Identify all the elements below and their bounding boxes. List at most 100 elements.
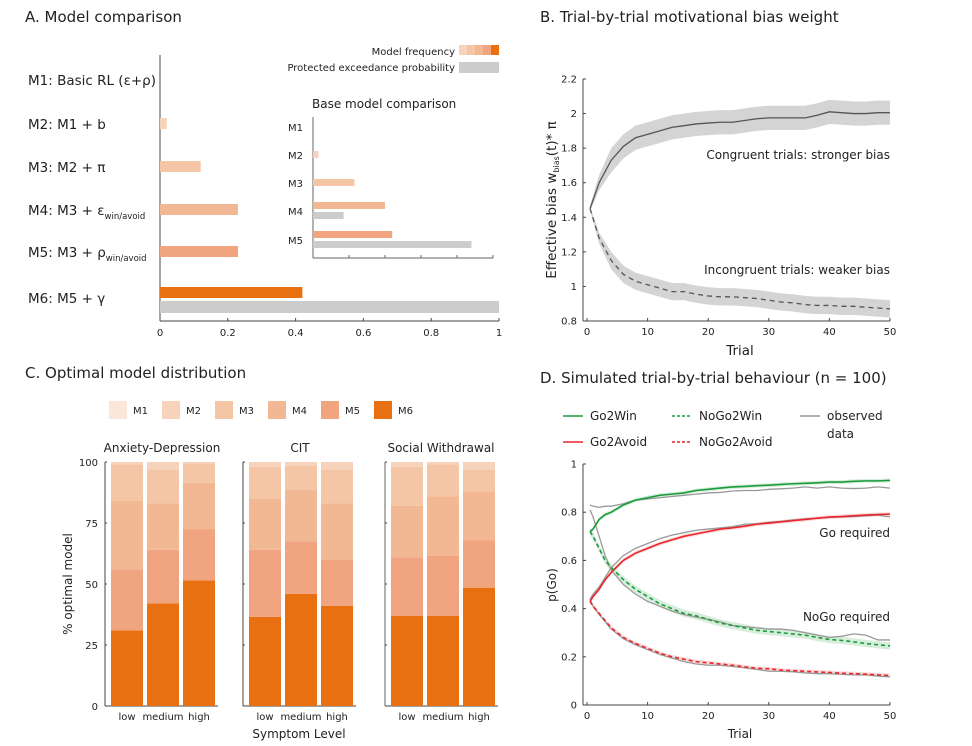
stack-segment-m4 bbox=[427, 496, 459, 556]
stack-segment-m2 bbox=[427, 462, 459, 465]
inset-bar-pxp bbox=[313, 212, 344, 219]
x-tick-label: 1 bbox=[496, 328, 502, 339]
category-label-subscript: win/avoid bbox=[105, 212, 146, 222]
series-line-go2win bbox=[589, 479, 891, 533]
x-tick-label: 0 bbox=[584, 711, 590, 722]
x-tick-label: high bbox=[188, 712, 210, 723]
stack-segment-m5 bbox=[321, 559, 353, 606]
x-tick-label: high bbox=[326, 712, 348, 723]
x-axis-label: Trial bbox=[725, 343, 754, 359]
legend-label: M6 bbox=[398, 406, 413, 417]
stack-segment-m2 bbox=[111, 462, 143, 465]
series-line-nogo2avoid bbox=[589, 600, 891, 677]
y-tick-label: 50 bbox=[85, 580, 98, 591]
bar-model-frequency bbox=[160, 161, 201, 172]
stack-segment-m4 bbox=[147, 503, 179, 550]
y-tick-label: 2.2 bbox=[561, 75, 577, 86]
y-tick-label: 1.2 bbox=[561, 247, 577, 258]
inset-category-label: M3 bbox=[288, 179, 303, 190]
stack-segment-m6 bbox=[249, 616, 281, 706]
stack-segment-m6 bbox=[321, 605, 353, 706]
series-line-go2avoid bbox=[589, 513, 891, 602]
stack-segment-m5 bbox=[285, 541, 317, 594]
inset-category-label: M4 bbox=[288, 207, 303, 218]
stack-segment-m3 bbox=[147, 469, 179, 504]
series-line-incongruent bbox=[589, 208, 891, 310]
x-tick-label: 10 bbox=[641, 327, 654, 338]
stack-segment-m2 bbox=[183, 462, 215, 464]
x-tick-label: 0.8 bbox=[423, 328, 439, 339]
legend-label: Go2Avoid bbox=[590, 435, 647, 449]
y-tick-label: 0.8 bbox=[561, 317, 577, 328]
stack-segment-m6 bbox=[285, 593, 317, 706]
y-tick-label: 1.6 bbox=[561, 178, 577, 189]
x-tick-label: medium bbox=[422, 712, 463, 723]
category-label-main: M6: M5 + γ bbox=[28, 291, 105, 307]
legend-swatch-m6 bbox=[374, 401, 392, 419]
x-tick-label: 0.2 bbox=[220, 328, 236, 339]
x-tick-label: medium bbox=[280, 712, 321, 723]
stack-segment-m3 bbox=[249, 466, 281, 499]
panel-a-title: A. Model comparison bbox=[25, 8, 182, 26]
stack-segment-m3 bbox=[183, 463, 215, 483]
stack-segment-m2 bbox=[321, 462, 353, 470]
confidence-band bbox=[590, 527, 890, 650]
group-title: CIT bbox=[290, 441, 310, 455]
stack-segment-m4 bbox=[463, 491, 495, 541]
y-tick-label: 1.8 bbox=[561, 144, 577, 155]
y-tick-label: 25 bbox=[85, 641, 98, 652]
x-tick-label: low bbox=[118, 712, 135, 723]
panel-d: 00.20.40.60.810 10 20 30 40 50Trialp(Go)Go2Wi… bbox=[545, 409, 896, 741]
y-tick-label: 100 bbox=[79, 458, 98, 469]
x-tick-label: 10 bbox=[641, 711, 654, 722]
y-axis-label-subscript: bias bbox=[552, 156, 561, 172]
series-line-observed-data-nogo2win bbox=[589, 509, 890, 641]
stack-segment-m3 bbox=[391, 466, 423, 506]
stack-segment-m6 bbox=[183, 580, 215, 706]
bar-model-frequency bbox=[160, 118, 167, 129]
category-label-main: M4: M3 + ε bbox=[28, 203, 105, 219]
legend-swatch-pxp bbox=[459, 62, 499, 73]
legend-swatch-frequency bbox=[491, 45, 499, 55]
stack-segment-m4 bbox=[183, 482, 215, 530]
x-tick-label: 30 bbox=[762, 711, 775, 722]
inset-bar-pxp bbox=[313, 241, 472, 248]
x-tick-label: medium bbox=[142, 712, 183, 723]
legend-label: NoGo2Avoid bbox=[699, 435, 773, 449]
series-line-observed-data-go2win bbox=[589, 486, 891, 509]
legend-label: Go2Win bbox=[590, 409, 637, 423]
legend-label: M4 bbox=[292, 406, 307, 417]
y-tick-label: 1.4 bbox=[561, 213, 577, 224]
inset-category-label: M2 bbox=[288, 151, 303, 162]
legend-label: observed bbox=[827, 409, 883, 423]
legend-label: M5 bbox=[345, 406, 360, 417]
legend-label-pxp: Protected exceedance probability bbox=[287, 63, 455, 74]
x-tick-label: 40 bbox=[823, 327, 836, 338]
x-tick-label: low bbox=[256, 712, 273, 723]
stack-segment-m6 bbox=[111, 630, 143, 706]
stack-segment-m4 bbox=[249, 498, 281, 550]
stack-segment-m5 bbox=[463, 540, 495, 588]
category-label: M5: M3 + ρwin/avoid bbox=[28, 245, 147, 264]
x-tick-label: 50 bbox=[884, 327, 897, 338]
x-tick-label: 0.4 bbox=[288, 328, 304, 339]
panel-b: 0.8 1 1.2 1.4 1.6 1.8 2 2.2 0 10 20 30 40 50 Trial Effe… bbox=[544, 75, 896, 360]
series-line-observed-data-nogo2avoid bbox=[589, 598, 891, 678]
x-tick-label: low bbox=[398, 712, 415, 723]
stack-segment-m4 bbox=[111, 501, 143, 570]
x-tick-label: 0 bbox=[157, 328, 163, 339]
panel-a: 0 0.2 0.4 0.6 0.8 1 M1: Basic RL (ε+ρ) M2: M1 +… bbox=[28, 45, 502, 339]
y-tick-label: 0.6 bbox=[561, 556, 577, 567]
x-tick-label: high bbox=[468, 712, 490, 723]
series-line-congruent bbox=[589, 111, 890, 209]
legend-swatch-m1 bbox=[109, 401, 127, 419]
category-label-main: M2: M1 + b bbox=[28, 117, 106, 133]
legend-label-line2: data bbox=[827, 427, 854, 441]
stack-segment-m5 bbox=[249, 549, 281, 617]
stack-segment-m5 bbox=[147, 549, 179, 604]
stack-segment-m2 bbox=[285, 462, 317, 466]
stack-segment-m3 bbox=[285, 465, 317, 491]
category-label: M4: M3 + εwin/avoid bbox=[28, 203, 145, 222]
legend-label-frequency: Model frequency bbox=[372, 47, 455, 58]
